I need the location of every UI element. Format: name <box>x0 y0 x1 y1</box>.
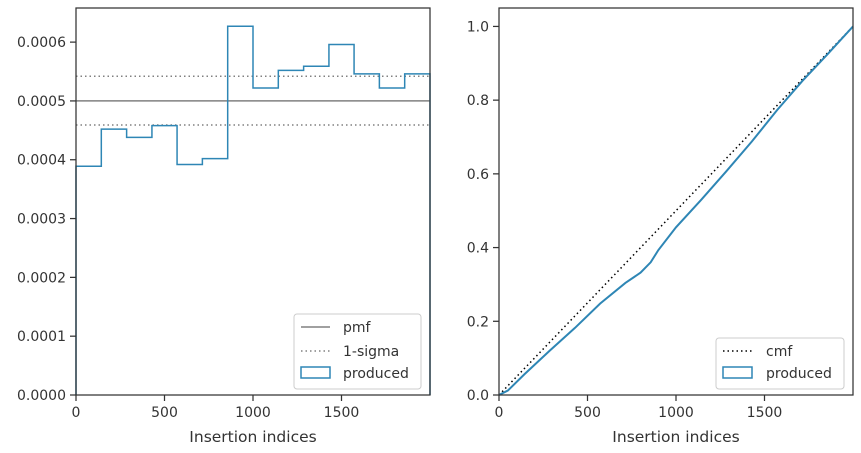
legend-label-produced: produced <box>343 366 409 382</box>
histogram-series <box>75 25 431 395</box>
legend-label-1-sigma: 1-sigma <box>343 344 399 360</box>
cmf-panel: 0 500 1000 1500 0.0 0.2 0.4 0.6 0.8 1.0 Insertio… <box>467 7 854 446</box>
left-x-tick-label: 500 <box>151 405 178 421</box>
left-y-tick-label: 0.0005 <box>17 94 66 110</box>
right-x-axis-label: Insertion indices <box>612 428 739 446</box>
legend-swatch-produced-cmf <box>722 366 753 379</box>
left-x-tick-label: 1500 <box>324 405 360 421</box>
right-y-tick-label: 0.0 <box>467 388 489 404</box>
right-x-tick-label: 0 <box>495 405 504 421</box>
right-x-tick-label: 1500 <box>747 405 783 421</box>
right-x-tick-label: 1000 <box>658 405 694 421</box>
right-x-tick-label: 500 <box>574 405 601 421</box>
legend-swatch-produced <box>300 366 331 379</box>
left-y-tick-label: 0.0000 <box>17 388 66 404</box>
right-y-tick-label: 0.6 <box>467 167 489 183</box>
left-y-tick-label: 0.0006 <box>17 35 66 51</box>
left-y-tick-label: 0.0004 <box>17 153 66 169</box>
left-y-tick-label: 0.0002 <box>17 270 66 286</box>
right-y-ticks: 0.0 0.2 0.4 0.6 0.8 1.0 <box>467 19 499 404</box>
left-y-tick-label: 0.0003 <box>17 212 66 228</box>
right-plot-frame <box>498 7 854 396</box>
produced-histogram-step <box>75 25 431 395</box>
right-y-tick-label: 0.4 <box>467 241 489 257</box>
legend-label-cmf: cmf <box>766 344 793 360</box>
legend-label-produced-cmf: produced <box>766 366 832 382</box>
right-legend-box <box>715 337 845 390</box>
right-y-tick-label: 1.0 <box>467 19 489 35</box>
left-y-tick-label: 0.0001 <box>17 329 66 345</box>
right-legend: cmf produced <box>715 337 845 390</box>
pmf-histogram-panel: 0 500 1000 1500 0.00000.00010.00020.00030.0… <box>17 7 431 446</box>
legend-label-pmf: pmf <box>343 320 372 336</box>
left-x-axis-label: Insertion indices <box>189 428 316 446</box>
cmf-series <box>498 25 854 396</box>
left-y-ticks: 0.0000 0.0001 0.0002 0.0003 0.0004 0.0005 0.00… <box>17 35 76 404</box>
right-x-ticks: 0 500 1000 1500 <box>495 395 783 421</box>
right-y-tick-label: 0.2 <box>467 314 489 330</box>
left-x-tick-label: 1000 <box>235 405 271 421</box>
left-legend: pmf 1-sigma produced <box>293 313 422 390</box>
right-y-tick-label: 0.8 <box>467 93 489 109</box>
left-legend-box <box>293 313 422 390</box>
left-x-tick-label: 0 <box>72 405 81 421</box>
left-x-ticks: 0 500 1000 1500 <box>72 395 360 421</box>
produced-line <box>498 25 854 396</box>
